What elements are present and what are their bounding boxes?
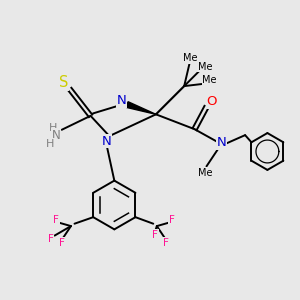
Text: F: F — [169, 214, 175, 224]
Text: S: S — [59, 75, 68, 90]
Text: N: N — [52, 129, 61, 142]
Text: Me: Me — [183, 53, 197, 63]
Text: O: O — [207, 95, 217, 108]
Text: Me: Me — [198, 168, 212, 178]
Text: F: F — [59, 238, 65, 248]
Text: F: F — [48, 235, 54, 244]
Text: F: F — [163, 238, 169, 248]
Text: H: H — [46, 139, 54, 149]
Text: H: H — [49, 123, 58, 133]
Polygon shape — [126, 102, 156, 114]
Text: Me: Me — [198, 62, 212, 72]
Text: F: F — [152, 230, 158, 240]
Text: N: N — [217, 136, 227, 149]
Text: N: N — [117, 94, 127, 107]
Text: N: N — [102, 135, 112, 148]
Text: Me: Me — [202, 75, 217, 85]
Text: F: F — [53, 214, 59, 224]
